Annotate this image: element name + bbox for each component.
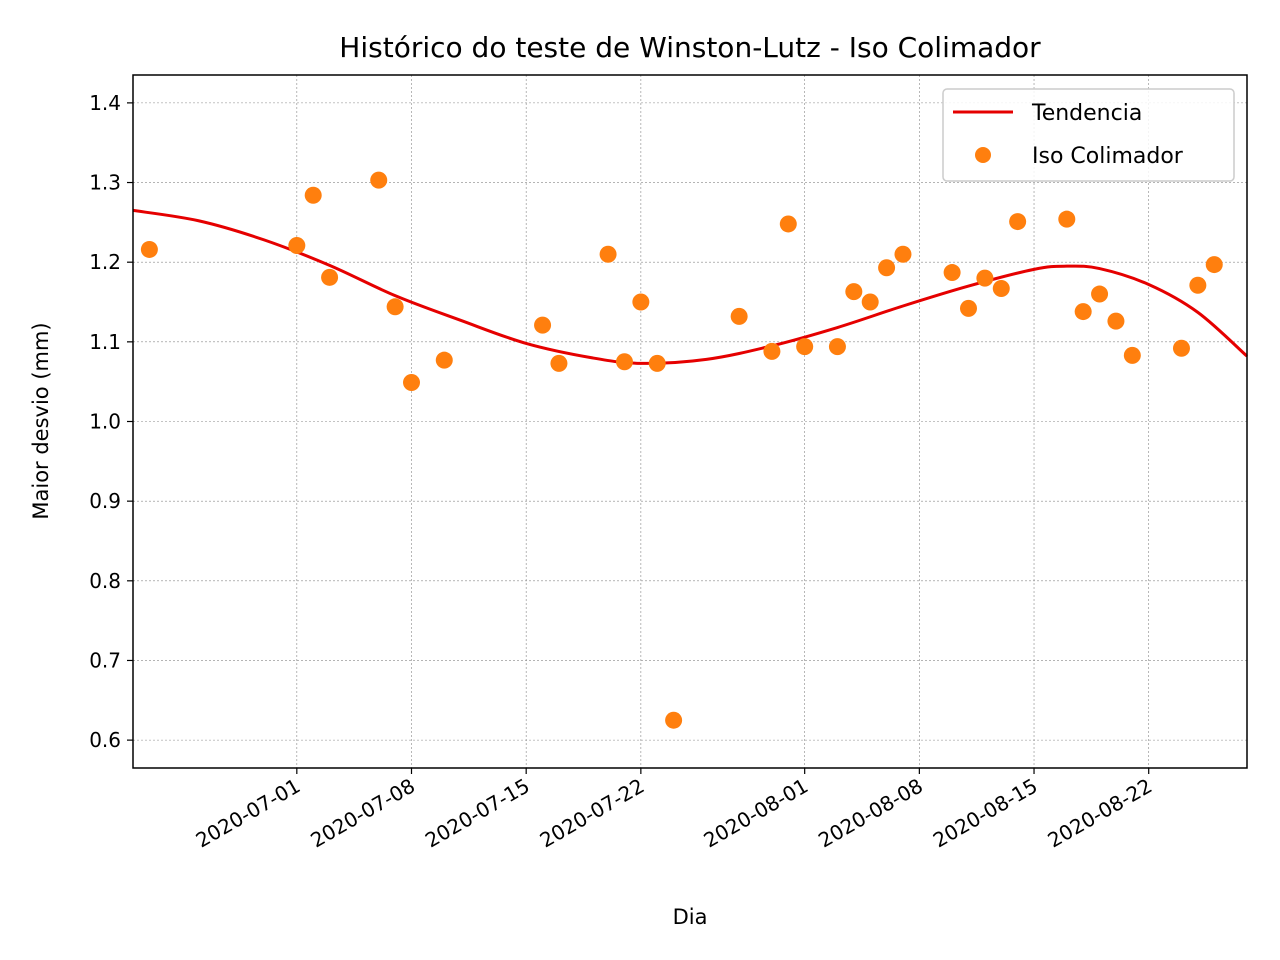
legend: Tendencia Iso Colimador xyxy=(942,88,1235,182)
data-point xyxy=(845,283,863,301)
data-point xyxy=(1205,256,1223,274)
y-tick-label: 1.0 xyxy=(89,410,121,434)
data-point xyxy=(632,293,650,311)
legend-label-tendencia: Tendencia xyxy=(1031,101,1142,126)
data-point xyxy=(1123,346,1141,364)
data-point xyxy=(386,298,404,316)
y-tick-label: 0.9 xyxy=(89,489,121,513)
data-point xyxy=(1091,285,1109,303)
data-point xyxy=(763,342,781,360)
data-point xyxy=(648,354,666,372)
data-point xyxy=(140,240,158,258)
data-point xyxy=(435,351,453,369)
data-point xyxy=(403,373,420,391)
data-point xyxy=(861,293,879,311)
data-point xyxy=(1107,312,1125,330)
data-point xyxy=(796,338,814,356)
data-point xyxy=(599,245,617,263)
data-point xyxy=(894,245,912,263)
grid xyxy=(133,75,1247,768)
data-point xyxy=(665,711,683,729)
data-point xyxy=(960,299,977,317)
data-point xyxy=(992,279,1010,297)
data-point xyxy=(1058,210,1076,228)
y-tick-label: 1.4 xyxy=(89,91,121,115)
y-axis-ticks: 0.6 0.7 0.8 0.9 1.0 1.1 1.2 1.3 1.4 xyxy=(89,91,133,752)
y-axis-title: Maior desvio (mm) xyxy=(29,322,53,519)
data-point xyxy=(943,264,961,282)
data-point xyxy=(828,338,846,356)
data-point xyxy=(288,236,306,254)
data-point xyxy=(321,268,339,286)
data-point xyxy=(534,316,552,334)
data-point xyxy=(1074,303,1092,321)
y-tick-label: 1.1 xyxy=(89,330,121,354)
data-point xyxy=(304,186,322,204)
data-point xyxy=(550,354,568,372)
y-tick-label: 0.6 xyxy=(89,728,121,752)
data-point xyxy=(878,259,896,277)
y-tick-label: 1.3 xyxy=(89,171,121,195)
scatter-points xyxy=(140,171,1223,729)
data-point xyxy=(779,215,797,233)
trend-line-layer xyxy=(132,208,1248,365)
y-tick-label: 0.8 xyxy=(89,569,121,593)
legend-scatter-swatch xyxy=(975,147,991,163)
data-point xyxy=(1189,276,1207,294)
data-point xyxy=(1009,213,1027,231)
y-tick-label: 1.2 xyxy=(89,250,121,274)
chart-title: Histórico do teste de Winston-Lutz - Iso… xyxy=(339,31,1041,64)
legend-box xyxy=(942,88,1235,182)
trend-line xyxy=(132,208,1248,365)
data-point xyxy=(976,269,994,287)
data-point xyxy=(615,353,633,371)
data-point xyxy=(730,307,748,325)
data-point xyxy=(370,171,388,189)
y-tick-label: 0.7 xyxy=(89,648,121,672)
x-axis-title: Dia xyxy=(673,905,708,929)
data-point xyxy=(1172,339,1190,357)
legend-label-iso-colimador: Iso Colimador xyxy=(1032,144,1184,169)
